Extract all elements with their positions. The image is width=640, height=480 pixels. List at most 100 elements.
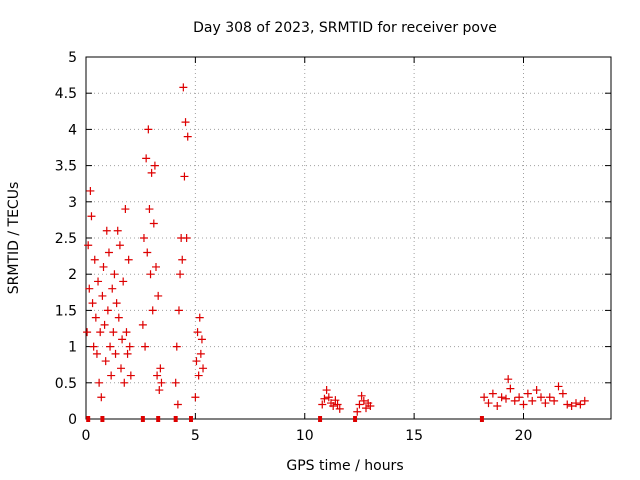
- data-point: [199, 364, 208, 373]
- y-tick-label: 5: [68, 50, 77, 66]
- data-point: [572, 399, 580, 408]
- data-point: [88, 299, 97, 308]
- data-point: [150, 161, 159, 170]
- data-point: [355, 400, 364, 409]
- axis-ticks: [85, 56, 611, 420]
- data-point: [92, 349, 101, 358]
- data-point: [324, 393, 333, 402]
- y-tick-label: 2.5: [55, 231, 77, 247]
- data-point: [112, 299, 121, 308]
- data-point: [99, 262, 108, 271]
- data-point: [83, 328, 92, 337]
- data-point: [545, 393, 554, 402]
- data-point: [488, 389, 497, 398]
- data-point: [124, 255, 133, 264]
- data-points: [83, 83, 589, 416]
- grid-lines: [86, 57, 611, 419]
- data-point: [111, 349, 120, 358]
- data-point: [532, 386, 541, 395]
- y-tick-label: 1.5: [55, 303, 77, 319]
- data-point: [331, 396, 340, 405]
- data-point: [537, 393, 545, 402]
- x-tick-labels: 0 5 10 15 20: [82, 428, 533, 444]
- data-point: [122, 328, 131, 337]
- data-point: [147, 168, 156, 177]
- data-point: [115, 241, 124, 250]
- data-point: [497, 393, 506, 402]
- data-point: [121, 205, 130, 214]
- zero-marker: [189, 416, 193, 422]
- data-point: [148, 306, 157, 315]
- y-tick-label: 3.5: [55, 159, 77, 175]
- x-tick-label: 5: [191, 428, 200, 444]
- y-tick-labels: 0 0.5 1 1.5 2 2.5 3 3.5 4 4.5 5: [55, 50, 77, 428]
- zero-marker: [318, 416, 323, 422]
- data-point: [113, 226, 122, 235]
- data-point: [567, 401, 576, 410]
- data-point: [138, 320, 147, 329]
- y-tick-label: 1: [68, 340, 77, 356]
- data-point: [94, 277, 103, 286]
- x-tick-label: 0: [82, 428, 91, 444]
- data-point: [142, 154, 151, 163]
- data-point: [95, 378, 104, 387]
- data-point: [172, 342, 181, 351]
- data-point: [515, 393, 524, 402]
- data-point: [85, 284, 94, 293]
- data-point: [84, 241, 93, 250]
- zero-marker: [173, 416, 178, 422]
- data-point: [143, 248, 152, 257]
- data-point: [506, 384, 515, 393]
- data-point: [329, 401, 338, 410]
- data-point: [541, 399, 550, 408]
- data-point: [359, 396, 368, 405]
- data-point: [119, 277, 128, 286]
- data-point: [87, 212, 96, 221]
- data-point: [141, 342, 150, 351]
- zero-marker: [156, 416, 161, 422]
- data-point: [100, 320, 109, 329]
- x-tick-label: 20: [515, 428, 533, 444]
- y-tick-label: 3: [68, 195, 77, 211]
- data-point: [104, 248, 113, 257]
- data-point: [183, 132, 192, 141]
- data-point: [146, 270, 155, 279]
- data-point: [320, 394, 329, 403]
- data-point: [180, 172, 189, 181]
- data-point: [353, 407, 362, 416]
- data-point: [109, 328, 118, 337]
- data-point: [149, 219, 158, 228]
- data-point: [97, 393, 106, 402]
- data-point: [550, 396, 559, 405]
- data-point: [98, 291, 107, 300]
- data-point: [139, 234, 148, 242]
- data-point: [90, 255, 99, 264]
- zero-marker: [353, 416, 358, 422]
- data-point: [196, 349, 205, 358]
- data-point: [197, 335, 206, 344]
- data-point: [91, 313, 100, 322]
- data-point: [173, 400, 182, 409]
- data-point: [563, 400, 572, 409]
- data-point: [101, 357, 110, 366]
- data-point: [174, 306, 183, 315]
- data-point: [181, 118, 190, 127]
- data-point: [322, 386, 331, 395]
- data-point: [176, 270, 185, 279]
- data-point: [192, 357, 201, 366]
- data-point: [195, 313, 204, 322]
- data-point: [156, 364, 165, 373]
- data-point: [335, 404, 344, 413]
- y-tick-label: 0.5: [55, 376, 77, 392]
- y-tick-label: 4.5: [55, 86, 77, 102]
- zero-marker: [479, 416, 484, 422]
- data-point: [191, 393, 200, 402]
- data-point: [108, 284, 117, 293]
- data-point: [110, 270, 119, 279]
- data-point: [145, 205, 154, 214]
- data-point: [157, 378, 166, 387]
- data-point: [103, 306, 112, 315]
- data-point: [484, 399, 493, 408]
